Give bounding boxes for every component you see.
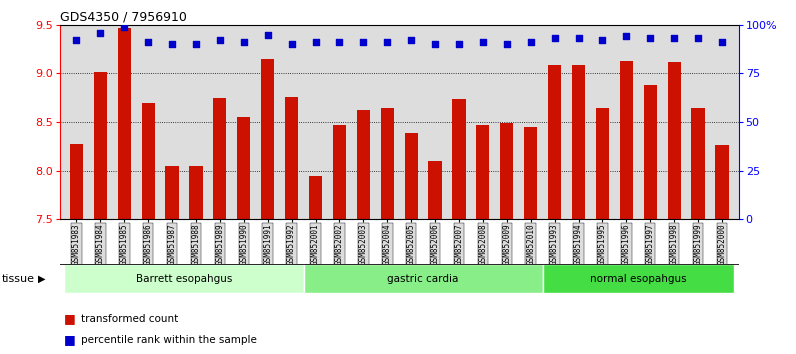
Bar xyxy=(64,264,303,293)
Bar xyxy=(404,133,418,219)
Bar xyxy=(692,108,704,219)
Bar xyxy=(572,65,585,219)
Point xyxy=(644,35,657,41)
Point xyxy=(333,40,345,45)
Point xyxy=(668,35,681,41)
Point xyxy=(380,40,393,45)
Point xyxy=(118,24,131,29)
Text: GDS4350 / 7956910: GDS4350 / 7956910 xyxy=(60,11,186,24)
Text: ▶: ▶ xyxy=(38,274,45,284)
Point xyxy=(142,40,154,45)
Bar xyxy=(94,72,107,219)
Point xyxy=(548,35,561,41)
Point xyxy=(166,41,178,47)
Point xyxy=(189,41,202,47)
Point xyxy=(94,30,107,35)
Bar xyxy=(476,125,490,219)
Bar xyxy=(548,65,561,219)
Bar xyxy=(452,99,466,219)
Point xyxy=(309,40,322,45)
Text: normal esopahgus: normal esopahgus xyxy=(590,274,687,284)
Bar xyxy=(644,85,657,219)
Point xyxy=(429,41,442,47)
Bar xyxy=(524,127,537,219)
Text: Barrett esopahgus: Barrett esopahgus xyxy=(136,274,232,284)
Text: percentile rank within the sample: percentile rank within the sample xyxy=(81,335,257,345)
Text: transformed count: transformed count xyxy=(81,314,178,324)
Bar xyxy=(285,97,298,219)
Bar xyxy=(716,144,728,219)
Point xyxy=(692,35,704,41)
Point xyxy=(620,34,633,39)
Bar xyxy=(166,166,178,219)
Text: gastric cardia: gastric cardia xyxy=(388,274,458,284)
Bar xyxy=(118,28,131,219)
Point xyxy=(453,41,466,47)
Bar xyxy=(237,117,251,219)
Point xyxy=(70,38,83,43)
Point xyxy=(477,40,490,45)
Point xyxy=(501,41,513,47)
Point xyxy=(237,40,250,45)
Bar xyxy=(380,108,394,219)
Bar xyxy=(303,264,543,293)
Text: ■: ■ xyxy=(64,333,76,346)
Bar xyxy=(428,161,442,219)
Bar xyxy=(668,62,681,219)
Bar xyxy=(189,166,202,219)
Point xyxy=(525,40,537,45)
Text: tissue: tissue xyxy=(2,274,34,284)
Point xyxy=(285,41,298,47)
Bar xyxy=(70,144,83,219)
Point xyxy=(716,40,728,45)
Point xyxy=(357,40,369,45)
Bar xyxy=(500,123,513,219)
Bar xyxy=(261,59,275,219)
Point xyxy=(572,35,585,41)
Bar xyxy=(309,176,322,219)
Bar xyxy=(596,108,609,219)
Bar xyxy=(357,110,370,219)
Bar xyxy=(620,61,633,219)
Bar xyxy=(543,264,734,293)
Point xyxy=(213,38,226,43)
Point xyxy=(261,32,274,37)
Point xyxy=(596,38,609,43)
Text: ■: ■ xyxy=(64,312,76,325)
Point xyxy=(405,38,418,43)
Bar xyxy=(333,125,346,219)
Bar xyxy=(213,98,226,219)
Bar xyxy=(142,103,154,219)
